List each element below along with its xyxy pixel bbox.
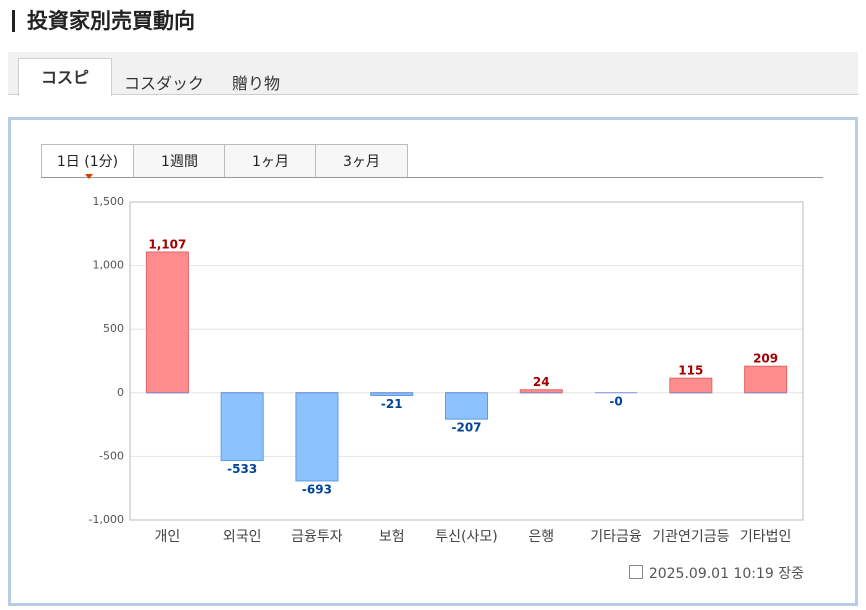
- x-tick-label: 투신(사모): [435, 529, 497, 545]
- period-tab[interactable]: 1週間: [133, 144, 226, 177]
- y-tick-label: 1,000: [93, 259, 125, 272]
- y-tick-label: 1,500: [93, 195, 125, 208]
- caret: [85, 174, 93, 179]
- bar: [295, 392, 339, 482]
- value-label: -693: [302, 482, 332, 496]
- bar: [145, 251, 189, 394]
- x-tick-label: 기타법인: [740, 529, 792, 545]
- value-label: -207: [451, 421, 481, 435]
- x-tick-label: 금융투자: [291, 529, 343, 545]
- tab[interactable]: コスピ: [18, 58, 112, 96]
- clock-icon: [628, 565, 643, 579]
- chart-panel: 1日 (1分) 1週間 1ヶ月 3ヶ月: [8, 117, 858, 606]
- bar: [669, 377, 713, 394]
- value-label: -533: [227, 462, 257, 476]
- value-label: -0: [609, 394, 622, 408]
- x-tick-label: 개인: [155, 529, 181, 545]
- period-tab[interactable]: 1日 (1分): [41, 144, 134, 177]
- x-tick-label: 보험: [379, 529, 405, 545]
- y-tick-label: 0: [117, 386, 124, 399]
- value-label: 209: [753, 352, 778, 366]
- tab[interactable]: 贈り物: [232, 74, 281, 93]
- market-tabs: コスピ コスダック 贈り物: [8, 52, 858, 96]
- plot-border: [129, 201, 804, 521]
- timestamp-text: 2025.09.01 10:19 장중: [648, 566, 804, 582]
- timestamp: 2025.09.01 10:19 장중: [628, 563, 804, 583]
- y-tick-label: -500: [99, 449, 124, 462]
- tab[interactable]: コスダック: [124, 74, 205, 93]
- bar: [220, 392, 264, 462]
- bar: [445, 392, 488, 420]
- bar: [744, 365, 788, 394]
- tab-line: [41, 177, 823, 178]
- period-tab[interactable]: 3ヶ月: [315, 144, 408, 177]
- value-label: 1,107: [148, 237, 186, 251]
- y-tick-label: 500: [103, 322, 124, 335]
- value-label: -21: [381, 397, 403, 411]
- page-title: 投資家別売買動向: [12, 10, 195, 32]
- x-tick-label: 기타금융: [590, 529, 642, 545]
- x-tick-label: 외국인: [223, 529, 262, 545]
- y-tick-label: -1,000: [89, 513, 124, 526]
- x-tick-label: 은행: [528, 529, 554, 545]
- value-label: 24: [533, 375, 550, 389]
- value-label: 115: [678, 364, 703, 378]
- x-tick-label: 기관연기금등: [652, 529, 729, 545]
